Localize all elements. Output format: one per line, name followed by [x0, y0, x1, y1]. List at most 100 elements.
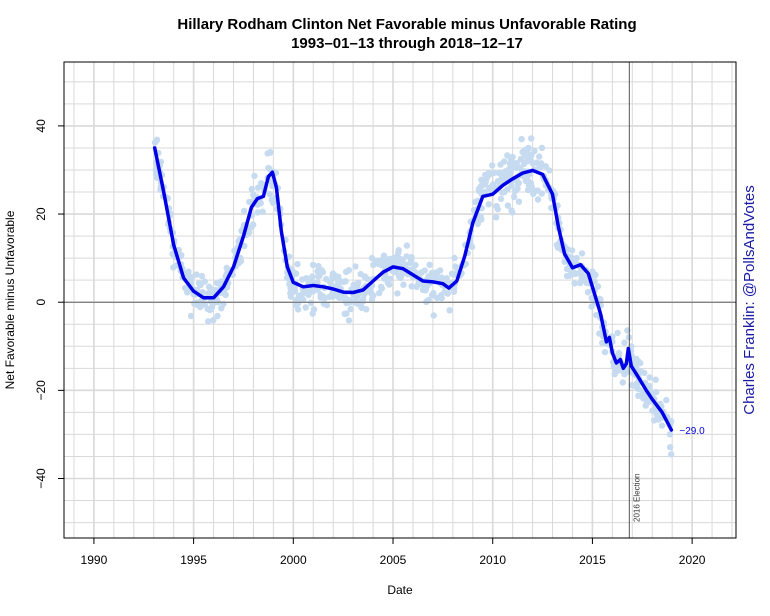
y-tick-label: 0: [34, 299, 48, 306]
poll-point: [307, 299, 315, 307]
poll-point: [210, 317, 217, 324]
poll-point: [668, 451, 675, 458]
poll-point: [204, 305, 211, 313]
poll-point: [646, 374, 653, 381]
poll-point: [619, 379, 626, 386]
poll-point: [497, 161, 504, 168]
poll-point: [515, 179, 522, 187]
poll-point: [509, 209, 516, 216]
poll-point: [529, 186, 536, 193]
poll-point: [633, 355, 640, 363]
poll-point: [519, 148, 526, 156]
chart-subtitle: 1993–01–13 through 2018–12–17: [291, 35, 523, 52]
poll-point: [444, 290, 451, 297]
poll-point: [395, 247, 402, 254]
poll-point: [292, 288, 299, 295]
poll-point: [578, 250, 586, 257]
poll-point: [517, 155, 525, 163]
poll-point: [246, 198, 253, 206]
poll-point: [596, 330, 603, 337]
poll-point: [508, 158, 515, 165]
poll-point: [331, 272, 339, 279]
poll-point: [205, 318, 212, 325]
poll-point: [649, 407, 656, 414]
poll-point: [297, 296, 305, 303]
poll-point: [536, 153, 543, 160]
poll-point: [305, 291, 312, 299]
poll-point: [635, 392, 642, 399]
y-tick-label: −40: [34, 468, 48, 489]
poll-point: [520, 160, 528, 168]
poll-point: [610, 363, 618, 370]
poll-point: [563, 272, 571, 280]
poll-point: [378, 257, 385, 264]
poll-point: [326, 293, 333, 301]
poll-point: [308, 277, 315, 284]
poll-point: [245, 229, 253, 236]
poll-point: [538, 144, 546, 152]
poll-point: [268, 196, 275, 204]
poll-point: [508, 182, 515, 190]
poll-point: [479, 181, 486, 188]
poll-point: [384, 258, 391, 265]
poll-point: [266, 149, 274, 156]
poll-point: [663, 396, 670, 404]
poll-point: [251, 172, 258, 180]
poll-point: [512, 187, 519, 195]
x-tick-label: 2010: [479, 553, 506, 567]
poll-point: [493, 202, 500, 210]
poll-point: [259, 208, 266, 215]
poll-point: [438, 274, 445, 281]
poll-point: [614, 352, 622, 359]
poll-point: [438, 294, 445, 302]
poll-point: [370, 261, 377, 268]
poll-point: [667, 444, 674, 451]
poll-point: [310, 288, 317, 295]
poll-point: [452, 263, 459, 270]
poll-point: [534, 196, 542, 203]
poll-point: [518, 135, 525, 143]
x-tick-label: 2020: [679, 553, 706, 567]
poll-point: [504, 202, 512, 209]
poll-point: [588, 294, 595, 302]
x-tick-label: 2000: [280, 553, 307, 567]
poll-point: [178, 252, 185, 259]
poll-point: [523, 173, 530, 180]
election-event-label: 2016 Election: [632, 474, 641, 522]
poll-point: [376, 289, 383, 297]
poll-point: [538, 190, 545, 197]
poll-point: [527, 179, 535, 187]
poll-point: [294, 306, 302, 313]
poll-point: [652, 376, 659, 383]
poll-point: [237, 257, 245, 265]
poll-point: [482, 171, 489, 179]
poll-point: [492, 214, 500, 221]
poll-point: [250, 192, 258, 200]
poll-point: [352, 263, 359, 270]
poll-point: [572, 270, 579, 277]
poll-point: [347, 305, 354, 313]
poll-point: [641, 369, 648, 377]
poll-point: [537, 164, 544, 171]
poll-point: [419, 286, 427, 293]
poll-point: [573, 254, 580, 262]
poll-point: [588, 303, 595, 310]
poll-point: [485, 201, 492, 208]
poll-point: [345, 317, 353, 324]
poll-point: [254, 184, 262, 191]
poll-point: [197, 281, 204, 289]
poll-point: [430, 312, 437, 319]
poll-point: [283, 274, 291, 281]
poll-point: [481, 188, 488, 196]
poll-point: [151, 139, 159, 146]
poll-point: [446, 307, 453, 314]
poll-point: [655, 416, 662, 423]
poll-point: [402, 261, 409, 268]
poll-point: [515, 198, 523, 205]
poll-point: [397, 274, 404, 282]
poll-point: [527, 157, 534, 164]
x-tick-label: 1995: [180, 553, 207, 567]
poll-point: [341, 310, 348, 318]
plot-frame: [63, 61, 737, 539]
